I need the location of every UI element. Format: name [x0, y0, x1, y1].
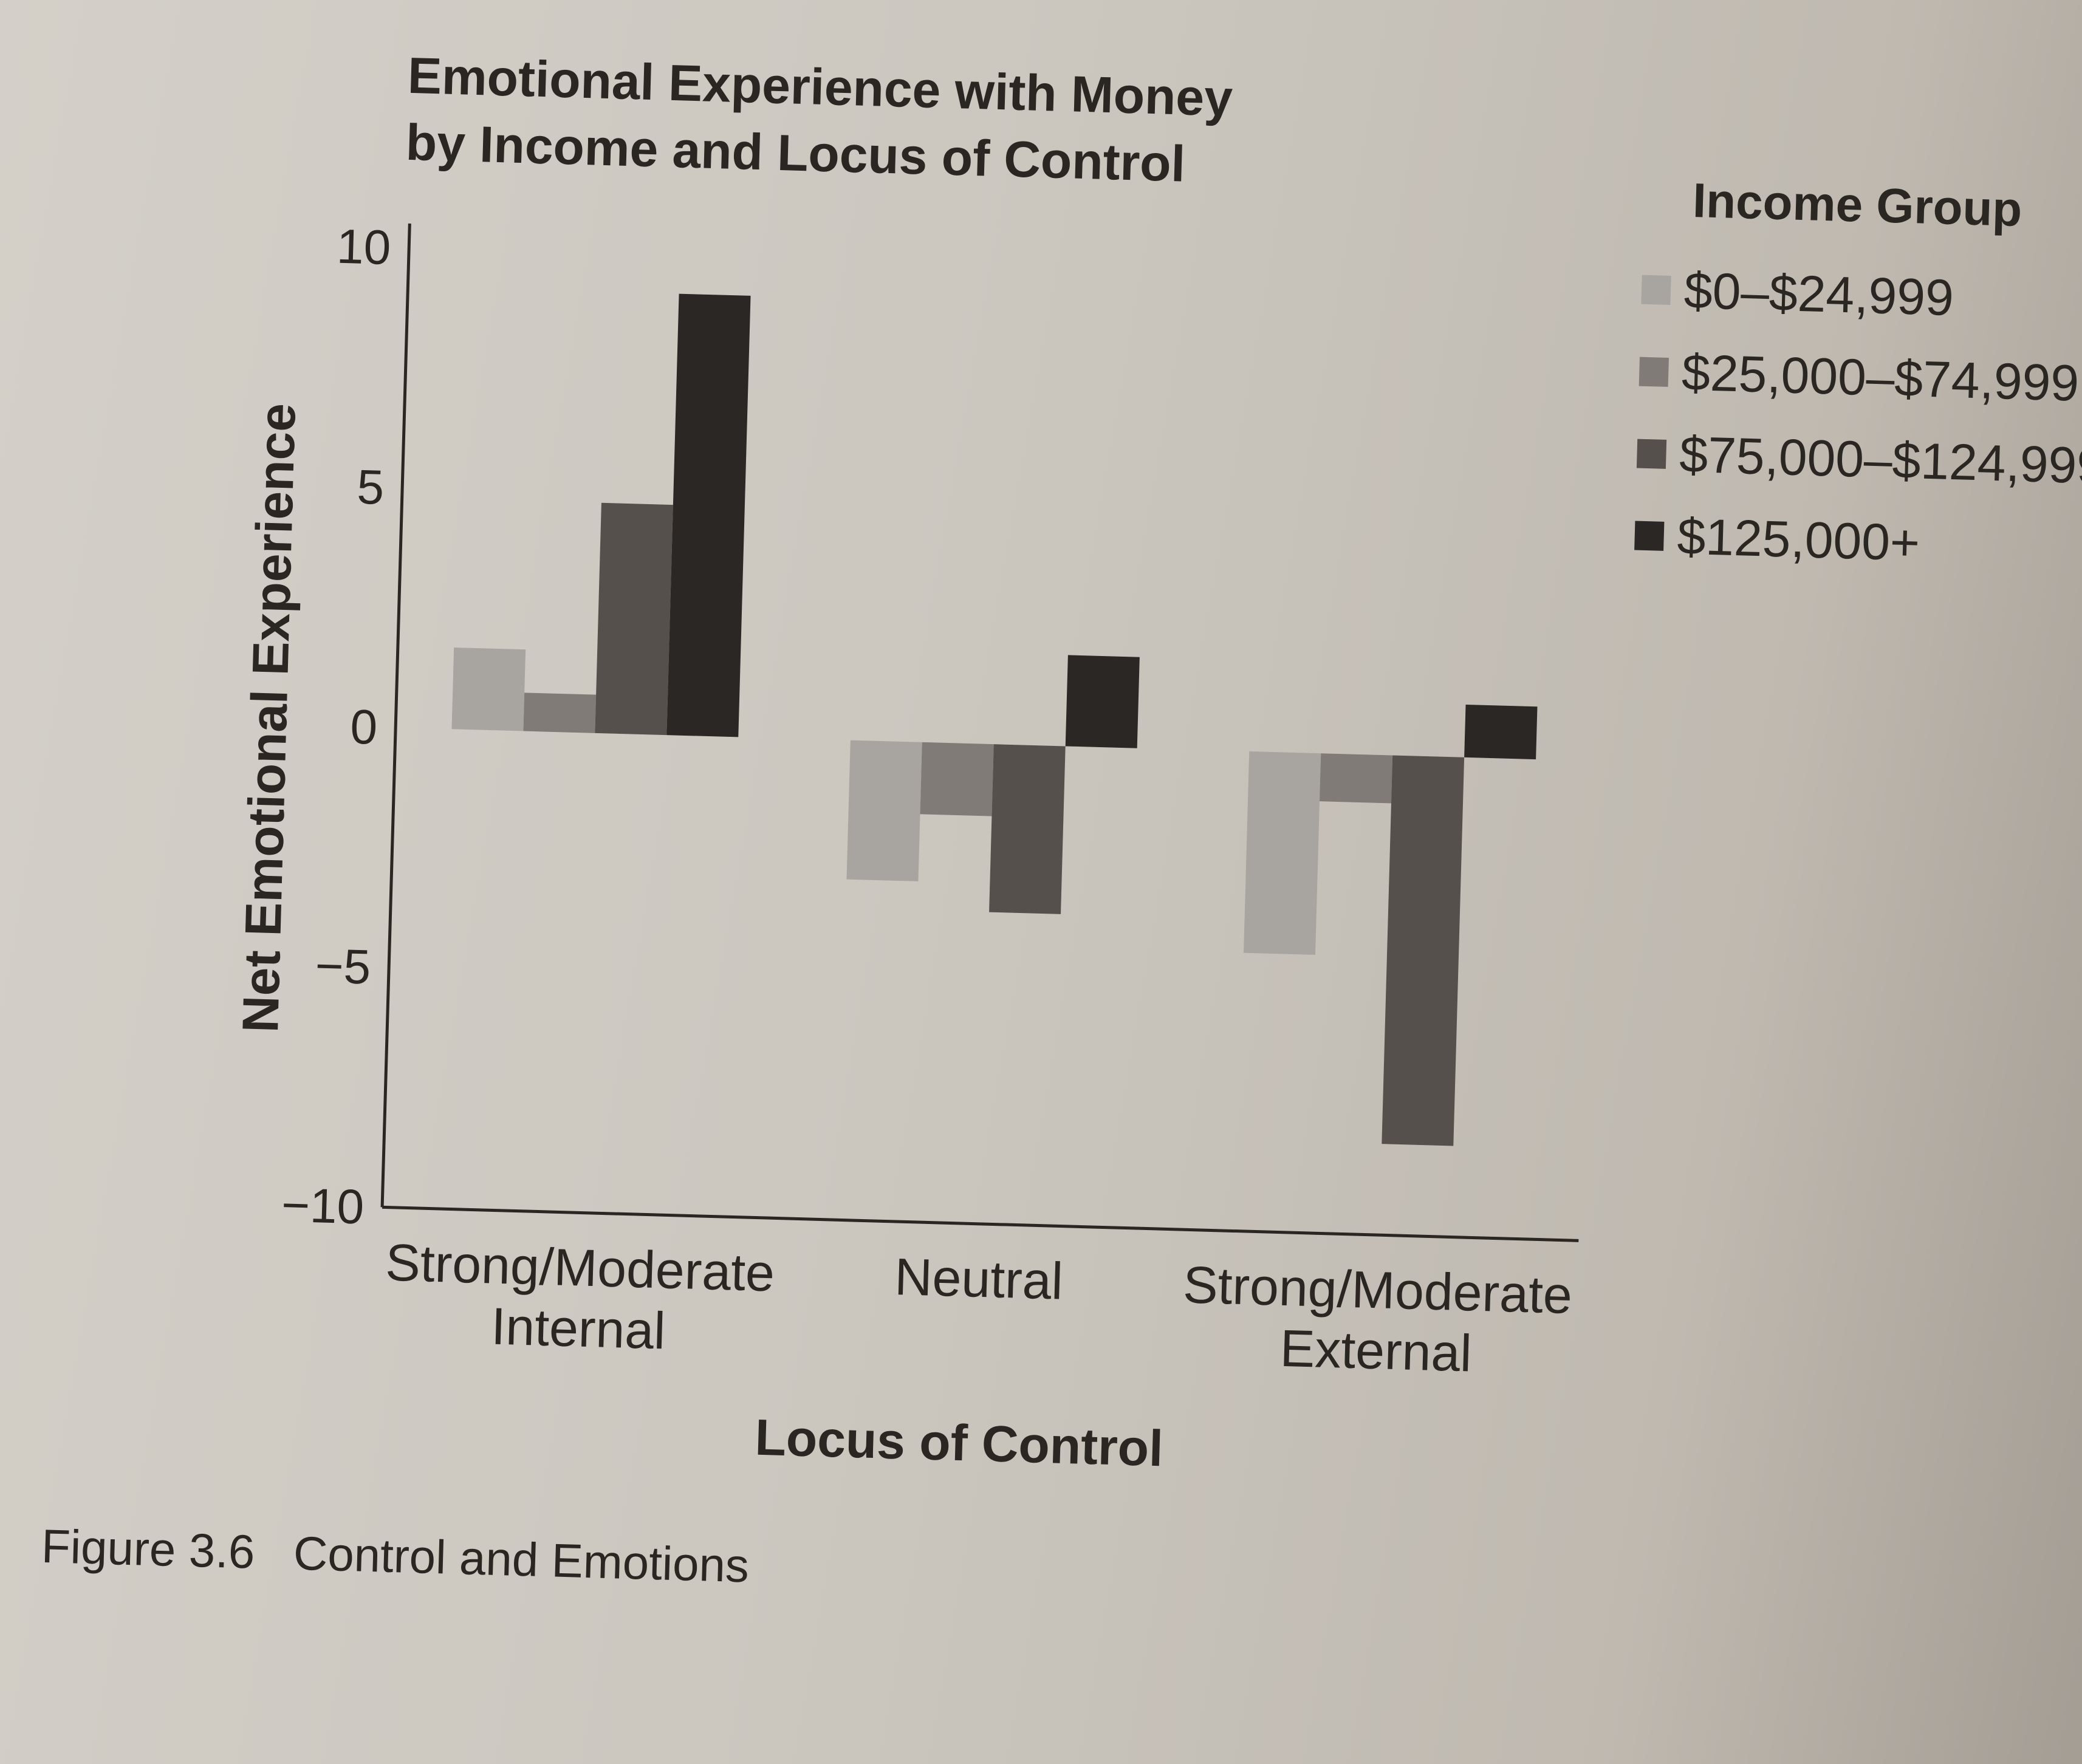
bar: [451, 648, 526, 731]
y-tick-label: 0: [349, 700, 378, 754]
bar: [666, 293, 751, 737]
y-axis-line: [380, 223, 411, 1208]
x-tick-label: External: [1279, 1319, 1473, 1383]
legend-label: $75,000–$124,999: [1679, 426, 2082, 495]
legend-swatch: [1634, 521, 1665, 551]
y-tick-label: −10: [281, 1178, 365, 1234]
y-tick-label: 10: [336, 219, 391, 275]
legend-swatch: [1641, 275, 1671, 305]
x-tick-label: Strong/Moderate: [1182, 1256, 1573, 1325]
chart-title-line-1: Emotional Experience with Money: [407, 47, 1234, 127]
x-tick-label: Internal: [490, 1297, 666, 1360]
bar: [989, 744, 1066, 914]
bar: [595, 502, 673, 736]
figure-caption: Control and Emotions: [293, 1526, 750, 1593]
bar: [1244, 751, 1321, 955]
x-tick-label: Strong/Moderate: [385, 1234, 775, 1303]
bar: [1382, 755, 1465, 1146]
bar: [846, 740, 922, 881]
legend-title: Income Group: [1692, 173, 2023, 236]
legend-label: $125,000+: [1676, 507, 1920, 571]
bar: [523, 692, 597, 733]
x-axis-title: Locus of Control: [754, 1409, 1163, 1477]
y-tick-label: 5: [356, 460, 385, 514]
y-tick-label: −5: [315, 938, 372, 994]
x-tick-label: Neutral: [894, 1248, 1064, 1311]
legend-label: $0–$24,999: [1683, 262, 1954, 326]
bar: [1065, 655, 1140, 748]
y-axis-title: Net Emotional Experience: [231, 403, 306, 1034]
legend-label: $25,000–$74,999: [1681, 344, 2080, 412]
bar: [1464, 704, 1538, 760]
x-axis-line: [382, 1205, 1579, 1242]
legend: $0–$24,999 $25,000–$74,999 $75,000–$124,99…: [1634, 262, 2082, 572]
chart-title-line-2: by Income and Locus of Control: [405, 114, 1187, 193]
bar: [1320, 753, 1393, 804]
figure-number: Figure 3.6: [41, 1519, 256, 1579]
bar: [920, 742, 994, 816]
legend-swatch: [1636, 439, 1667, 469]
legend-swatch: [1639, 357, 1669, 387]
